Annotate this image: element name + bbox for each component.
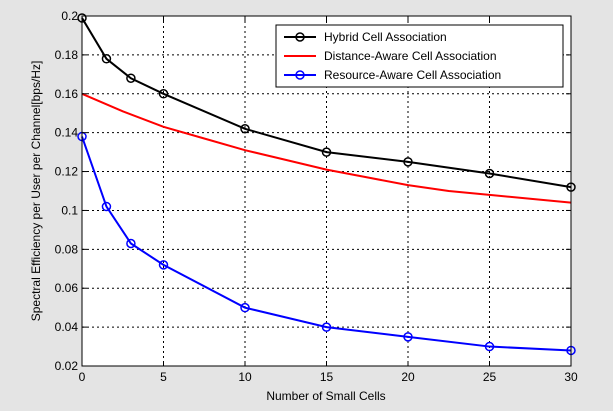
x-tick-label: 0 — [79, 370, 86, 384]
legend-label: Hybrid Cell Association — [324, 30, 447, 44]
y-tick-label: 0.1 — [61, 203, 78, 217]
series-3 — [77, 131, 576, 356]
axis-ticks: 0 5 10 15 20 25 30 0.02 0.04 0.06 0.08 0.1 0.12 0.14 0… — [55, 9, 578, 384]
legend-label: Resource-Aware Cell Association — [324, 68, 501, 82]
data-point — [321, 322, 332, 332]
legend-label: Distance-Aware Cell Association — [324, 49, 497, 63]
data-point — [101, 54, 112, 64]
y-tick-label: 0.14 — [55, 126, 79, 140]
x-axis-title: Number of Small Cells — [266, 389, 385, 403]
y-tick-label: 0.04 — [55, 320, 79, 334]
legend: Hybrid Cell Association Distance-Aware Ce… — [275, 24, 564, 88]
data-point — [484, 341, 495, 352]
data-point — [403, 157, 413, 167]
x-tick-label: 25 — [483, 370, 497, 384]
y-axis-title: Spectral Efficiency per User per Channel… — [29, 61, 43, 322]
data-point — [101, 201, 112, 212]
y-tick-label: 0.18 — [55, 48, 79, 62]
data-point — [126, 73, 136, 83]
x-tick-label: 10 — [238, 370, 252, 384]
data-point — [484, 168, 495, 179]
y-tick-label: 0.02 — [55, 359, 79, 373]
legend-marker — [295, 70, 305, 80]
legend-box — [275, 24, 564, 88]
x-tick-label: 5 — [160, 370, 167, 384]
y-tick-label: 0.12 — [55, 165, 79, 179]
series-line — [81, 92, 572, 204]
series-line — [81, 136, 572, 352]
data-point — [158, 89, 169, 99]
y-tick-label: 0.06 — [55, 281, 79, 295]
y-tick-label: 0.08 — [55, 242, 79, 256]
series-2 — [81, 92, 572, 204]
data-point — [240, 302, 250, 313]
y-tick-label: 0.16 — [55, 87, 79, 101]
x-tick-label: 15 — [320, 370, 334, 384]
data-point — [158, 260, 169, 270]
data-point — [321, 147, 332, 157]
x-tick-label: 30 — [564, 370, 578, 384]
data-point — [240, 124, 250, 134]
data-point — [403, 332, 413, 342]
series-line — [81, 17, 572, 189]
y-tick-label: 0.2 — [61, 9, 78, 23]
legend-marker — [295, 32, 305, 42]
data-point — [126, 238, 136, 249]
x-tick-label: 20 — [401, 370, 415, 384]
